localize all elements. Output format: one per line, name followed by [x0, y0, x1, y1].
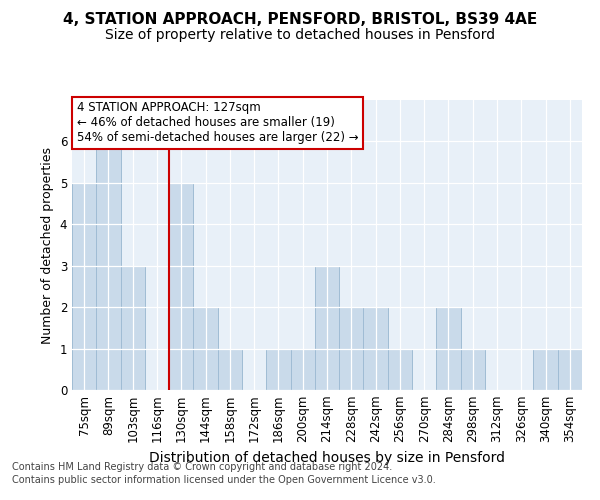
Bar [266, 348, 290, 390]
Bar [388, 348, 412, 390]
Bar [96, 142, 121, 390]
Text: Contains public sector information licensed under the Open Government Licence v3: Contains public sector information licen… [12, 475, 436, 485]
Bar [533, 348, 558, 390]
Bar [364, 307, 388, 390]
Bar [218, 348, 242, 390]
Bar [169, 183, 193, 390]
Y-axis label: Number of detached properties: Number of detached properties [41, 146, 54, 344]
Text: 4, STATION APPROACH, PENSFORD, BRISTOL, BS39 4AE: 4, STATION APPROACH, PENSFORD, BRISTOL, … [63, 12, 537, 28]
Bar [461, 348, 485, 390]
Bar [72, 183, 96, 390]
X-axis label: Distribution of detached houses by size in Pensford: Distribution of detached houses by size … [149, 451, 505, 465]
Bar [290, 348, 315, 390]
Text: 4 STATION APPROACH: 127sqm
← 46% of detached houses are smaller (19)
54% of semi: 4 STATION APPROACH: 127sqm ← 46% of deta… [77, 102, 359, 144]
Bar [339, 307, 364, 390]
Bar [558, 348, 582, 390]
Bar [436, 307, 461, 390]
Bar [193, 307, 218, 390]
Text: Contains HM Land Registry data © Crown copyright and database right 2024.: Contains HM Land Registry data © Crown c… [12, 462, 392, 472]
Bar [315, 266, 339, 390]
Bar [121, 266, 145, 390]
Text: Size of property relative to detached houses in Pensford: Size of property relative to detached ho… [105, 28, 495, 42]
